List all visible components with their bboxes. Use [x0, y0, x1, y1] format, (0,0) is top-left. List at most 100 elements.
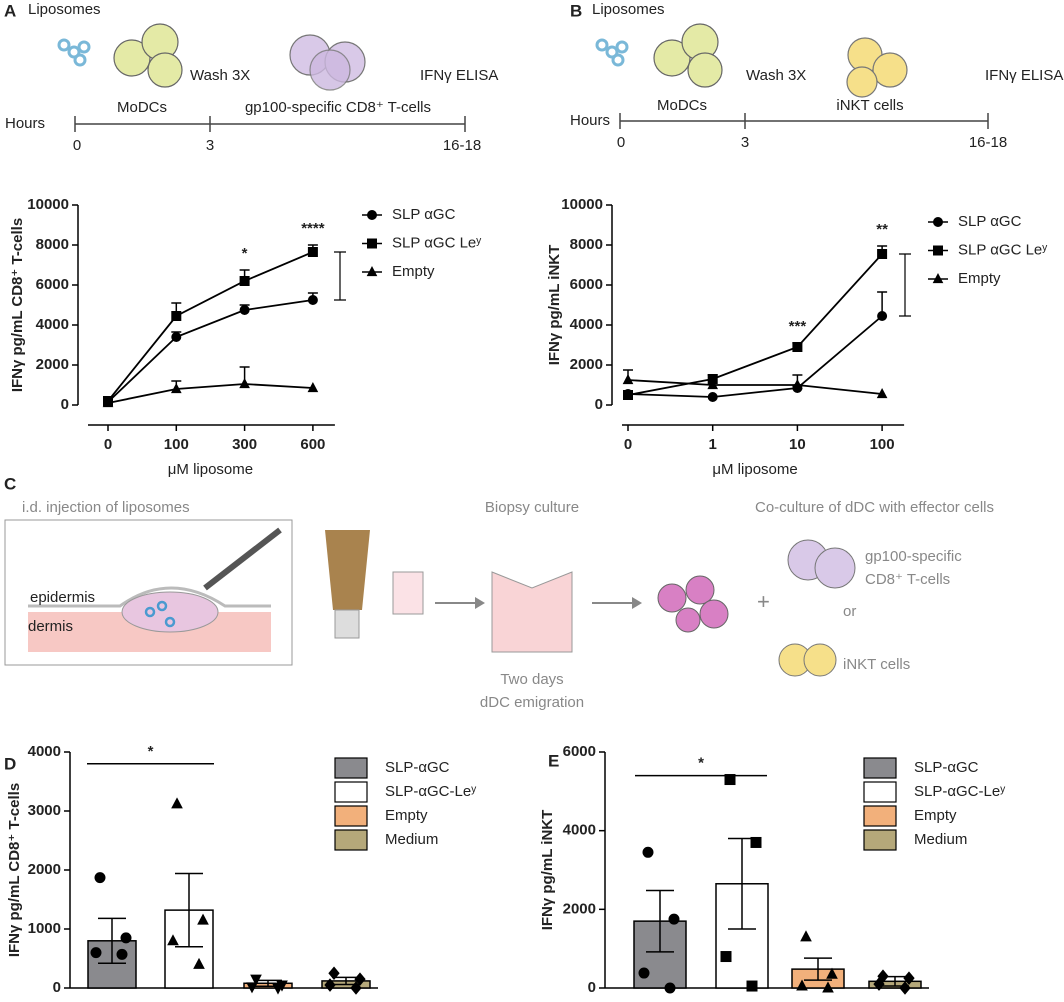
- x-tick-label: 1: [709, 436, 717, 453]
- y-tick-label: 3000: [28, 802, 61, 819]
- legend-label: SLP-αGC-Leʸ: [385, 783, 476, 800]
- schematic-text: dDC emigration: [480, 694, 584, 711]
- data-point: [800, 930, 812, 942]
- y-tick-label: 4000: [563, 822, 596, 839]
- data-point: [903, 971, 915, 985]
- y-tick-label: 10000: [27, 196, 69, 213]
- data-point: [642, 846, 654, 858]
- data-point: [664, 982, 676, 994]
- schematic-text: iNKT cells: [843, 656, 910, 673]
- tcell-icon: [289, 34, 366, 91]
- timeline-tick: 3: [741, 134, 749, 151]
- y-tick-label: 0: [588, 979, 596, 996]
- data-point: [307, 295, 318, 305]
- schematic-text: +: [757, 589, 770, 614]
- significance-label: ****: [301, 220, 325, 237]
- data-point: [90, 947, 102, 959]
- legend-marker: [366, 265, 378, 277]
- inkt-icon: [846, 37, 908, 98]
- legend-swatch: [863, 757, 897, 779]
- x-tick-label: 100: [164, 436, 189, 453]
- y-tick-label: 2000: [36, 356, 69, 373]
- data-point: [796, 979, 808, 991]
- y-axis-label: IFNγ pg/mL iNKT: [539, 810, 556, 931]
- y-axis-label: IFNγ pg/mL CD8⁺ T-cells: [6, 783, 23, 957]
- data-point: [354, 972, 366, 986]
- legend-swatch: [334, 829, 368, 851]
- legend-label: SLP αGC: [392, 206, 456, 223]
- inkt-icon: [778, 643, 837, 677]
- y-tick-label: 2000: [570, 356, 603, 373]
- y-tick-label: 6000: [36, 276, 69, 293]
- legend-marker: [932, 272, 944, 284]
- legend-marker: [933, 245, 943, 256]
- arrow-head: [632, 597, 642, 609]
- schematic-text: IFNγ ELISA: [985, 67, 1063, 84]
- data-point: [120, 932, 132, 944]
- schematic-text: CD8⁺ T-cells: [865, 571, 950, 588]
- y-tick-label: 0: [61, 396, 69, 413]
- data-point: [877, 311, 888, 321]
- legend-label: Empty: [392, 263, 435, 280]
- data-point: [239, 276, 250, 286]
- significance-label: *: [242, 245, 248, 262]
- data-point: [750, 836, 762, 848]
- data-point: [873, 977, 885, 991]
- data-point: [171, 311, 182, 321]
- panel-label: B: [570, 1, 582, 20]
- panel-label: A: [4, 1, 16, 20]
- data-point: [826, 967, 838, 979]
- schematic-text: Wash 3X: [190, 67, 250, 84]
- y-tick-label: 8000: [570, 236, 603, 253]
- panel-label: D: [4, 754, 16, 773]
- x-tick-label: 0: [624, 436, 632, 453]
- data-point: [171, 332, 182, 342]
- x-tick-label: 10: [789, 436, 806, 453]
- significance-bracket: [334, 251, 346, 301]
- data-point: [350, 981, 362, 995]
- data-point: [307, 381, 319, 393]
- timeline-tick: 0: [617, 134, 625, 151]
- significance-label: ***: [789, 318, 807, 335]
- data-point: [250, 974, 262, 986]
- data-point: [899, 981, 911, 995]
- injection-box: [4, 519, 293, 666]
- data-point: [246, 982, 258, 994]
- schematic-text: Wash 3X: [746, 67, 806, 84]
- data-point: [622, 373, 634, 385]
- y-tick-label: 0: [595, 396, 603, 413]
- legend-label: Medium: [914, 831, 967, 848]
- legend-label: Medium: [385, 831, 438, 848]
- significance-label: *: [698, 755, 704, 772]
- liposomes-icon: [595, 38, 629, 67]
- series-line: [627, 315, 883, 398]
- timeline-text: Hours: [570, 112, 610, 129]
- legend-marker: [367, 210, 377, 220]
- data-point: [792, 378, 803, 390]
- x-tick-label: 0: [104, 436, 112, 453]
- y-tick-label: 4000: [36, 316, 69, 333]
- legend-swatch: [863, 781, 897, 803]
- bleb: [121, 591, 219, 633]
- data-point: [324, 978, 336, 992]
- data-point: [116, 948, 128, 960]
- data-point: [167, 934, 179, 946]
- significance-label: *: [148, 743, 154, 760]
- timeline: [619, 113, 989, 129]
- timeline-tick: 16-18: [443, 137, 481, 154]
- significance-bracket: [899, 253, 911, 317]
- schematic-text: dermis: [28, 618, 73, 635]
- epidermis-layer: [28, 586, 271, 608]
- data-point: [638, 967, 650, 979]
- y-tick-label: 2000: [28, 861, 61, 878]
- legend-marker: [367, 238, 377, 249]
- y-tick-label: 8000: [36, 236, 69, 253]
- modc-icon: [653, 23, 723, 88]
- timeline-text: MoDCs: [657, 97, 707, 114]
- liposomes-icon: [144, 600, 176, 628]
- legend-swatch: [334, 805, 368, 827]
- schematic-text: gp100-specific: [865, 548, 962, 565]
- timeline-text: Hours: [5, 115, 45, 132]
